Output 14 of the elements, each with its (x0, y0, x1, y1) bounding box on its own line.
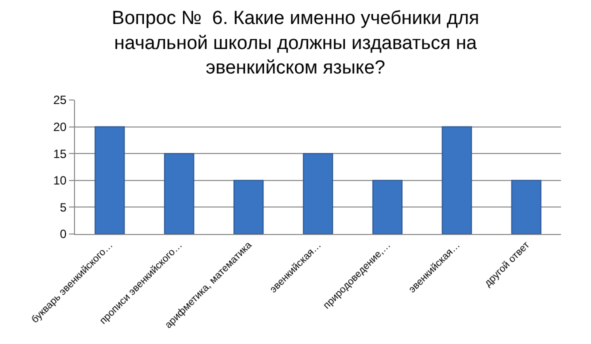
y-tick-label: 15 (53, 146, 67, 161)
bar (442, 126, 472, 234)
y-tick-label: 20 (53, 120, 67, 134)
y-tick-label: 25 (53, 93, 67, 108)
y-tick-label: 0 (60, 227, 67, 242)
bar (372, 180, 403, 234)
bar (302, 153, 334, 234)
bar (233, 180, 264, 234)
y-tick-label: 10 (53, 174, 67, 188)
y-tick-label: 5 (60, 200, 67, 214)
chart-title: Вопрос № 6. Какие именно учебники для начальной школы должны издаваться на эвенкийском языке? (112, 8, 480, 78)
bar (511, 180, 542, 234)
bar (94, 126, 125, 234)
bar (164, 153, 194, 234)
